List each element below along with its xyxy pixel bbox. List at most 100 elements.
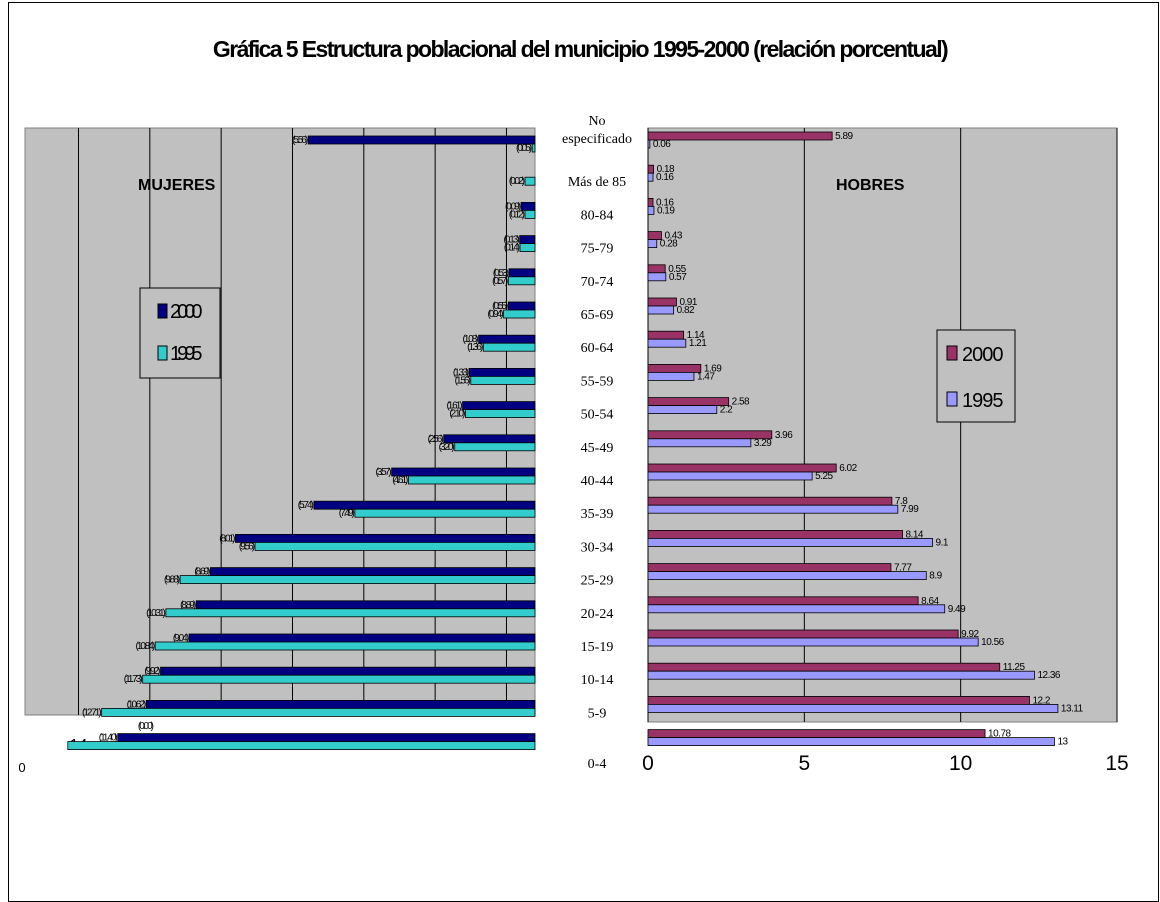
mujeres-data-label: (8.01) [219,533,235,544]
mujeres-data-label: (5.74) [298,500,314,511]
age-category-label: 10-14 [581,673,614,688]
hobres-data-label: 0.91 [679,297,697,308]
mujeres-bar-2000 [391,467,536,477]
mujeres-data-label: (0.94) [487,309,503,320]
mujeres-data-label: (8.69) [194,567,210,578]
mujeres-bar-2000 [508,268,536,278]
mujeres-bar-1995 [531,143,536,153]
hobres-data-label: 0.16 [656,197,674,208]
mujeres-data-label: (7.49) [339,508,355,519]
mujeres-bar-1995 [503,309,536,319]
hobres-data-label: 0.57 [669,272,687,283]
hobres-panel-title: HOBRES [836,177,905,194]
hobres-bar-2000 [647,530,903,539]
hobres-data-label: 2.58 [732,397,750,408]
hobres-data-label: 0.82 [677,305,695,316]
hobres-data-label: 8.64 [921,596,939,607]
mujeres-data-label: (12.71) [82,707,101,718]
hobres-bar-1995 [647,637,979,647]
hobres-bar-1995 [647,338,687,348]
age-category-label: 0-4 [588,757,607,772]
mujeres-bar-1995 [154,641,536,651]
hobres-data-label: 13.11 [1061,703,1084,714]
mujeres-data-label: (10.84) [135,641,154,652]
age-category-label: 20-24 [581,607,614,622]
mujeres-data-label: (3.57) [376,467,392,478]
mujeres-data-label: (11.73) [124,674,143,685]
hobres-data-label: 8.9 [929,571,942,582]
hobres-x-tick-label: 15 [1105,752,1128,775]
age-category-label: 40-44 [581,474,614,489]
age-category-label: 50-54 [581,408,614,423]
hobres-x-tick-label: 10 [949,752,972,775]
hobres-data-label: 0.18 [657,164,675,175]
age-category-label: 25-29 [581,574,614,589]
mujeres-data-label: (0.55) [492,301,508,312]
mujeres-bar-1995 [101,708,536,717]
hobres-data-label: 7.77 [894,563,912,574]
hobres-data-label: 7.99 [901,504,919,515]
mujeres-data-label: (1.36) [467,342,483,353]
hobres-data-label: 1.47 [697,371,715,382]
hobres-bar-2000 [647,264,666,274]
age-category-label: No [588,114,605,129]
mujeres-axis-zero-label: 0 [18,760,25,775]
mujeres-data-label: (1.08) [463,334,479,345]
hobres-data-label: 8.14 [906,529,924,540]
mujeres-legend-label: 2000 [170,301,202,323]
mujeres-bar-2000 [117,733,536,742]
mujeres-data-label: (0.13) [504,235,520,246]
mujeres-panel: 14121086420(5.56)(0.09)(0.13)(0.53)(0.55… [18,127,536,775]
hobres-legend-swatch [946,345,958,361]
hobres-plot-area [647,127,1118,723]
hobres-data-label: 3.96 [775,430,793,441]
hobres-data-label: 0.28 [660,239,678,250]
hobres-legend-box [936,329,1016,423]
age-category-label: 65-69 [581,308,614,323]
hobres-bar-1995 [647,604,946,614]
mujeres-bar-1995 [465,409,536,419]
mujeres-data-label: (0.00) [138,721,154,732]
mujeres-bar-2000 [210,567,536,576]
hobres-bar-1995 [647,704,1059,713]
mujeres-bar-1995 [454,442,536,452]
mujeres-bar-1995 [165,608,536,618]
hobres-bar-1995 [647,471,813,481]
hobres-data-label: 9.49 [948,604,966,615]
mujeres-legend-box [139,287,221,379]
mujeres-bar-1995 [524,209,536,219]
hobres-bar-1995 [647,371,695,381]
mujeres-bar-2000 [235,534,536,543]
age-category-label: 70-74 [581,275,614,290]
mujeres-bar-2000 [307,135,536,145]
age-category-label: 60-64 [581,341,614,356]
hobres-bar-1995 [647,538,933,547]
mujeres-data-label: (2.10) [449,409,465,420]
hobres-bar-2000 [647,696,1030,705]
mujeres-bar-1995 [179,575,536,584]
hobres-data-label: 7.8 [895,496,908,507]
hobres-bar-1995 [647,139,651,149]
mujeres-plot-area [24,127,536,716]
hobres-data-label: 5.25 [815,471,833,482]
mujeres-bar-1995 [407,475,536,485]
hobres-data-label: 10.78 [988,729,1011,740]
mujeres-data-label: (0.53) [493,268,509,279]
hobres-data-label: 12.2 [1032,695,1050,706]
mujeres-data-label: (10.62) [127,699,146,710]
chart-title: Gráfica 5 Estructura poblacional del mun… [212,36,949,62]
mujeres-data-label: (9.56) [239,541,255,552]
mujeres-data-label: (4.61) [392,475,408,486]
mujeres-data-label: (9.04) [173,633,189,644]
age-category-label: 30-34 [581,540,614,555]
age-category-label: 55-59 [581,374,614,389]
mujeres-bar-1995 [507,276,536,286]
hobres-bar-2000 [647,297,677,307]
hobres-bar-1995 [647,571,927,580]
mujeres-bar-2000 [519,235,536,245]
age-category-labels: No especificado Más de 85 80-84 75-79 70-74 65… [562,114,632,772]
mujeres-bar-1995 [254,542,536,551]
mujeres-bar-2000 [145,700,536,709]
hobres-bar-1995 [647,504,899,514]
age-category-label: 45-49 [581,441,614,456]
